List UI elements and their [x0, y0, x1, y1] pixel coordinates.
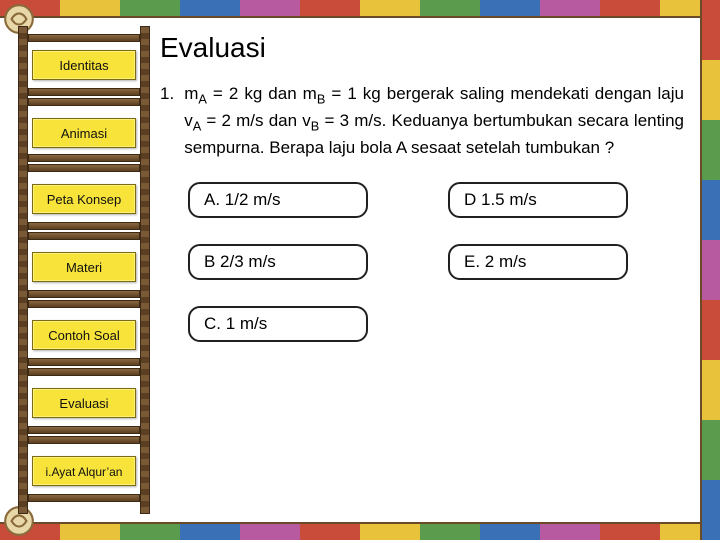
ladder-rung	[28, 368, 140, 376]
page-title: Evaluasi	[160, 32, 690, 64]
sidebar-item-ayat-alquran[interactable]: i.Ayat Alqur’an	[32, 456, 136, 486]
sidebar-item-identitas[interactable]: Identitas	[32, 50, 136, 80]
option-c[interactable]: C. 1 m/s	[188, 306, 368, 342]
question-text: mA = 2 kg dan mB = 1 kg bergerak saling …	[184, 82, 684, 160]
sidebar-item-evaluasi[interactable]: Evaluasi	[32, 388, 136, 418]
ladder-rung	[28, 436, 140, 444]
ladder-rung	[28, 34, 140, 42]
sidebar-item-contoh-soal[interactable]: Contoh Soal	[32, 320, 136, 350]
option-b[interactable]: B 2/3 m/s	[188, 244, 368, 280]
border-top	[0, 0, 720, 18]
sidebar-item-animasi[interactable]: Animasi	[32, 118, 136, 148]
ladder-rung	[28, 300, 140, 308]
option-d[interactable]: D 1.5 m/s	[448, 182, 628, 218]
ladder-rung	[28, 494, 140, 502]
ladder-rail-right	[140, 26, 150, 514]
ladder-rung	[28, 358, 140, 366]
sidebar-ladder: Identitas Animasi Peta Konsep Materi Con…	[18, 26, 150, 514]
ladder-rung	[28, 222, 140, 230]
option-e[interactable]: E. 2 m/s	[448, 244, 628, 280]
ladder-rung	[28, 290, 140, 298]
question-number: 1.	[160, 82, 174, 160]
ladder-rung	[28, 426, 140, 434]
sidebar-item-peta-konsep[interactable]: Peta Konsep	[32, 184, 136, 214]
question-block: 1. mA = 2 kg dan mB = 1 kg bergerak sali…	[160, 82, 690, 160]
ladder-rung	[28, 88, 140, 96]
ladder-rail-left	[18, 26, 28, 514]
border-bottom	[0, 522, 720, 540]
main-content: Evaluasi 1. mA = 2 kg dan mB = 1 kg berg…	[160, 32, 690, 512]
ladder-rung	[28, 154, 140, 162]
ladder-rung	[28, 98, 140, 106]
answer-grid: A. 1/2 m/s D 1.5 m/s B 2/3 m/s E. 2 m/s …	[188, 182, 690, 342]
ladder-rung	[28, 232, 140, 240]
option-a[interactable]: A. 1/2 m/s	[188, 182, 368, 218]
ladder-rung	[28, 164, 140, 172]
sidebar-item-materi[interactable]: Materi	[32, 252, 136, 282]
border-right	[700, 0, 720, 540]
